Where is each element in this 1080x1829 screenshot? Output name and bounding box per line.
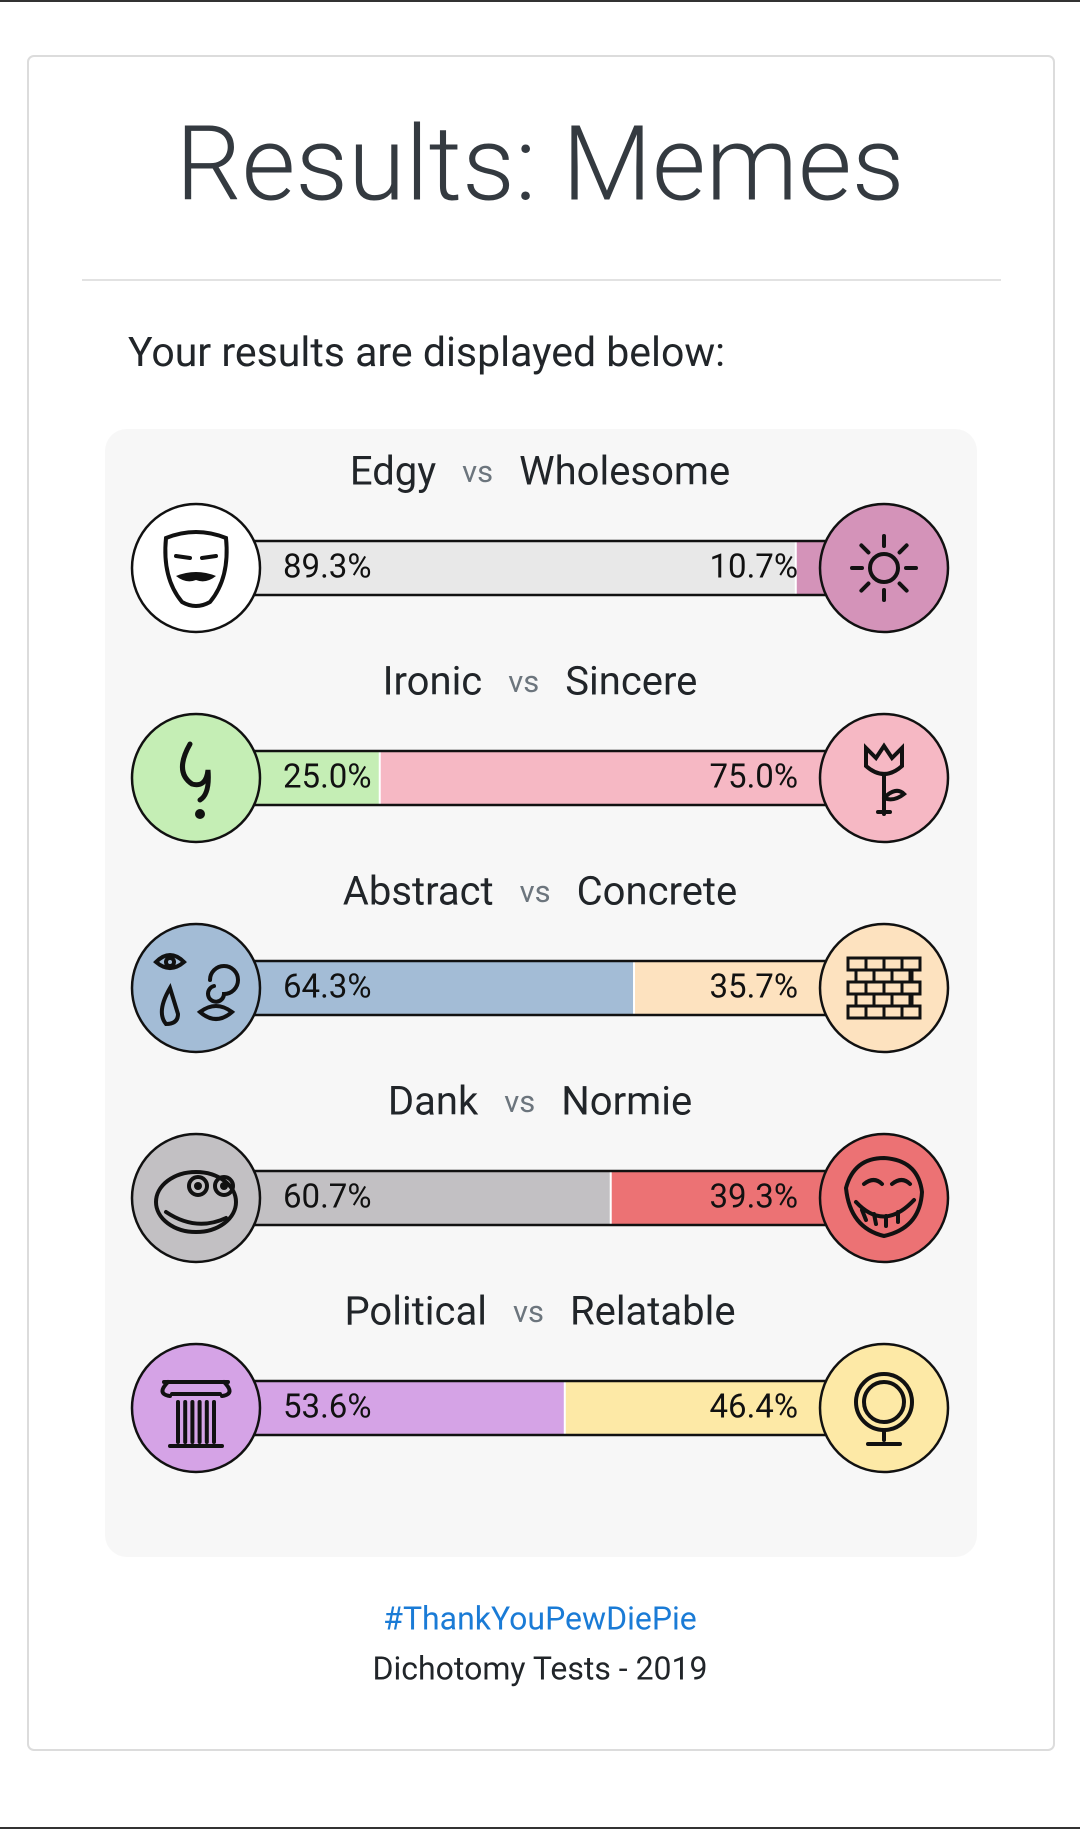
scale-row: Ironic vs Sincere 25.0% 75.0% <box>130 658 950 844</box>
frog-face <box>154 1170 238 1234</box>
spiral <box>206 964 240 1004</box>
left-percent: 89.3% <box>283 548 372 587</box>
frog-eye <box>213 1175 235 1197</box>
icon-circle <box>130 502 262 634</box>
frog-pupil <box>194 1182 202 1190</box>
mirror-stand <box>866 1428 902 1446</box>
pole-icon <box>818 502 950 634</box>
troll-grin <box>854 1198 916 1228</box>
pole-icon <box>130 502 262 634</box>
top-edge <box>0 0 1080 2</box>
column-capital <box>160 1380 232 1398</box>
title: Results: Memes <box>176 104 905 225</box>
right-segment <box>379 751 865 805</box>
right-pole: Wholesome <box>519 448 730 495</box>
right-pole: Concrete <box>577 868 738 915</box>
intro: Your results are displayed below: <box>128 329 725 377</box>
versus: vs <box>513 1293 544 1330</box>
icon-circle <box>130 712 262 844</box>
sun-ray <box>859 543 871 555</box>
left-segment <box>218 541 796 595</box>
right-pole: Sincere <box>565 658 697 705</box>
tear <box>159 983 181 1027</box>
right-percent: 46.4% <box>709 1388 798 1427</box>
left-pole: Political <box>344 1288 486 1335</box>
left-percent: 25.0% <box>283 758 372 797</box>
right-pole: Normie <box>561 1078 692 1125</box>
left-pole: Abstract <box>343 868 494 915</box>
irony-mark <box>180 741 211 803</box>
sun-ray <box>897 581 909 593</box>
mask-mustache <box>176 572 216 582</box>
troll-eyes <box>862 1178 912 1186</box>
scale-row: Edgy vs Wholesome 89.3% 10.7% <box>130 448 950 634</box>
mirror-glass <box>862 1380 906 1424</box>
left-percent: 64.3% <box>283 968 372 1007</box>
left-segment <box>218 1381 565 1435</box>
irony-dot <box>195 809 205 819</box>
left-percent: 60.7% <box>283 1178 372 1217</box>
icon-circle <box>130 922 262 1054</box>
pole-icon <box>130 1342 262 1474</box>
troll-face <box>843 1155 925 1239</box>
scale-row: Abstract vs Concrete 64.3% 35.7% <box>130 868 950 1054</box>
left-pole: Dank <box>388 1078 479 1125</box>
mask-face <box>163 530 229 608</box>
lips <box>196 1004 236 1021</box>
pole-icon <box>818 1342 950 1474</box>
eye <box>153 953 187 970</box>
right-pole: Relatable <box>570 1288 736 1335</box>
credit: Dichotomy Tests - 2019 <box>373 1649 708 1687</box>
right-percent: 10.7% <box>709 548 798 587</box>
right-percent: 39.3% <box>709 1178 798 1217</box>
eye-pupil <box>164 956 176 968</box>
pole-icon <box>130 922 262 1054</box>
pole-icon <box>130 1132 262 1264</box>
left-pole: Edgy <box>350 448 436 495</box>
icon-circle <box>130 1342 262 1474</box>
pole-icon <box>818 922 950 1054</box>
icon-circle <box>818 1342 950 1474</box>
versus: vs <box>462 453 493 490</box>
hashtag-link[interactable]: #ThankYouPewDiePie <box>383 1599 697 1637</box>
sun-core <box>868 552 900 584</box>
left-segment <box>218 1171 611 1225</box>
icon-circle <box>818 502 950 634</box>
right-segment <box>564 1381 865 1435</box>
icon-circle <box>818 1132 950 1264</box>
mask-eyes <box>174 554 218 560</box>
versus: vs <box>504 1083 535 1120</box>
pole-icon <box>818 712 950 844</box>
sun-ray <box>897 543 909 555</box>
bottom-edge <box>0 1827 1080 1829</box>
scale-row: Dank vs Normie 60.7% 39.3% <box>130 1078 950 1264</box>
rose-head <box>864 742 904 776</box>
left-pole: Ironic <box>383 658 483 705</box>
rose-stem <box>876 774 907 816</box>
icon-circle <box>130 1132 262 1264</box>
frog-eye <box>187 1175 209 1197</box>
left-percent: 53.6% <box>283 1388 372 1427</box>
versus: vs <box>508 663 539 700</box>
scale-row: Political vs Relatable 53.6% 46.4% <box>130 1288 950 1474</box>
frog-mouth <box>164 1210 228 1226</box>
left-segment <box>218 961 635 1015</box>
right-percent: 75.0% <box>709 758 798 797</box>
pole-icon <box>130 712 262 844</box>
versus: vs <box>520 873 551 910</box>
frog-pupil <box>220 1182 228 1190</box>
pole-icon <box>818 1132 950 1264</box>
sun-ray <box>859 581 871 593</box>
right-percent: 35.7% <box>709 968 798 1007</box>
